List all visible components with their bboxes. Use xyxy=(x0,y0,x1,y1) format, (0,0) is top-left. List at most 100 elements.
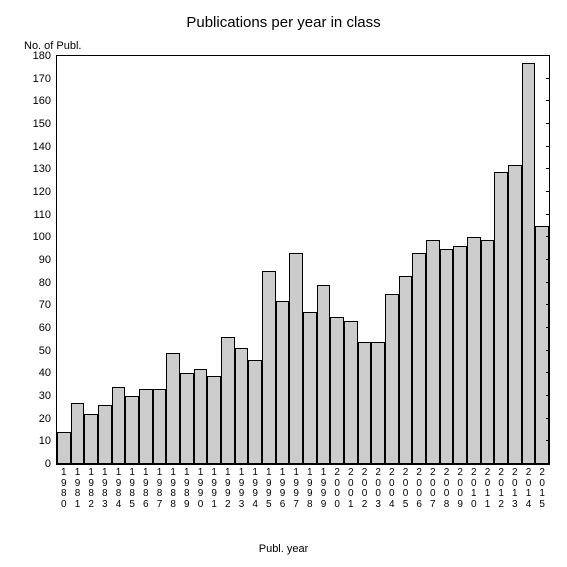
bar xyxy=(262,271,276,464)
bar xyxy=(412,253,426,464)
y-tick-mark xyxy=(546,327,550,328)
bar xyxy=(153,389,167,464)
x-tick-label: 2000 xyxy=(330,464,344,510)
x-axis-label: Publ. year xyxy=(0,543,567,555)
x-tick-label: 2004 xyxy=(385,464,399,510)
x-tick-label: 1990 xyxy=(194,464,208,510)
y-tick-mark xyxy=(546,123,550,124)
bar xyxy=(508,165,522,464)
y-tick-mark xyxy=(546,55,550,56)
x-tick-label: 1992 xyxy=(221,464,235,510)
bar xyxy=(125,396,139,464)
y-tick-mark xyxy=(546,418,550,419)
x-tick-label: 1981 xyxy=(71,464,85,510)
x-tick-label: 1995 xyxy=(262,464,276,510)
x-tick-label: 1986 xyxy=(139,464,153,510)
y-tick-label: 50 xyxy=(39,345,57,357)
bar xyxy=(235,348,249,464)
y-tick-mark xyxy=(546,259,550,260)
bar xyxy=(71,403,85,464)
y-tick-mark xyxy=(546,78,550,79)
y-tick-label: 110 xyxy=(33,209,57,221)
y-tick-label: 40 xyxy=(39,367,57,379)
bar xyxy=(399,276,413,464)
x-tick-label: 1983 xyxy=(98,464,112,510)
y-tick-label: 170 xyxy=(33,73,57,85)
bar xyxy=(330,317,344,464)
y-tick-mark xyxy=(546,146,550,147)
y-tick-label: 30 xyxy=(39,390,57,402)
bar xyxy=(57,432,71,464)
x-tick-label: 1998 xyxy=(303,464,317,510)
x-tick-label: 1994 xyxy=(248,464,262,510)
y-tick-label: 10 xyxy=(39,435,57,447)
x-tick-label: 2008 xyxy=(440,464,454,510)
x-tick-label: 1991 xyxy=(207,464,221,510)
x-tick-label: 2015 xyxy=(535,464,549,510)
y-tick-mark xyxy=(546,372,550,373)
y-tick-mark xyxy=(546,350,550,351)
y-tick-label: 20 xyxy=(39,413,57,425)
bar xyxy=(426,240,440,464)
bar xyxy=(194,369,208,464)
y-tick-label: 80 xyxy=(39,277,57,289)
bar xyxy=(98,405,112,464)
y-tick-mark xyxy=(546,440,550,441)
y-tick-label: 100 xyxy=(33,231,57,243)
x-tick-label: 1993 xyxy=(235,464,249,510)
y-tick-label: 60 xyxy=(39,322,57,334)
y-tick-mark xyxy=(546,395,550,396)
bar xyxy=(344,321,358,464)
x-tick-label: 1997 xyxy=(289,464,303,510)
x-tick-label: 2003 xyxy=(371,464,385,510)
x-tick-label: 1980 xyxy=(57,464,71,510)
y-tick-mark xyxy=(546,168,550,169)
x-tick-label: 2011 xyxy=(481,464,495,510)
y-tick-label: 120 xyxy=(33,186,57,198)
bar xyxy=(84,414,98,464)
y-tick-label: 70 xyxy=(39,299,57,311)
bar xyxy=(440,249,454,464)
bar xyxy=(139,389,153,464)
bar xyxy=(358,342,372,464)
y-tick-label: 180 xyxy=(33,50,57,62)
x-tick-label: 1989 xyxy=(180,464,194,510)
bar xyxy=(371,342,385,464)
bar xyxy=(180,373,194,464)
bar xyxy=(467,237,481,464)
bar xyxy=(317,285,331,464)
x-tick-label: 2001 xyxy=(344,464,358,510)
y-tick-mark xyxy=(546,236,550,237)
x-tick-label: 1999 xyxy=(317,464,331,510)
chart-title: Publications per year in class xyxy=(0,14,567,31)
x-tick-label: 1985 xyxy=(125,464,139,510)
bars-group xyxy=(57,56,549,464)
x-tick-label: 1988 xyxy=(166,464,180,510)
x-tick-label: 1982 xyxy=(84,464,98,510)
bar xyxy=(535,226,549,464)
bar xyxy=(207,376,221,464)
chart-container: Publications per year in class No. of Pu… xyxy=(0,0,567,567)
bar xyxy=(494,172,508,464)
y-tick-label: 130 xyxy=(33,163,57,175)
bar xyxy=(453,246,467,464)
bar xyxy=(303,312,317,464)
bar xyxy=(112,387,126,464)
x-tick-label: 2002 xyxy=(358,464,372,510)
bar xyxy=(385,294,399,464)
y-tick-label: 140 xyxy=(33,141,57,153)
bar xyxy=(522,63,536,464)
x-tick-label: 1984 xyxy=(112,464,126,510)
bar xyxy=(481,240,495,464)
x-tick-label: 1996 xyxy=(276,464,290,510)
y-tick-label: 90 xyxy=(39,254,57,266)
x-tick-label: 2006 xyxy=(412,464,426,510)
x-tick-label: 1987 xyxy=(153,464,167,510)
x-tick-label: 2014 xyxy=(522,464,536,510)
x-tick-label: 2012 xyxy=(494,464,508,510)
y-tick-mark xyxy=(546,100,550,101)
y-tick-label: 150 xyxy=(33,118,57,130)
y-tick-mark xyxy=(546,304,550,305)
x-tick-label: 2005 xyxy=(399,464,413,510)
x-tick-label: 2010 xyxy=(467,464,481,510)
